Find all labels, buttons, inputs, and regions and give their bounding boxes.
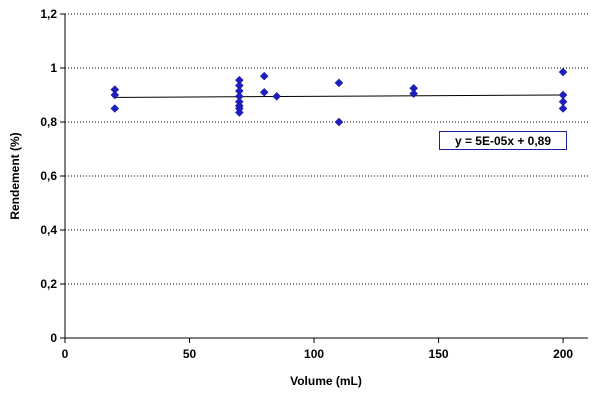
data-point	[110, 104, 120, 113]
data-point	[409, 89, 419, 99]
trendline-equation-box: y = 5E-05x + 0,89	[439, 131, 567, 150]
y-tick-label: 0,2	[40, 277, 57, 291]
x-tick-label: 150	[429, 347, 449, 361]
data-point	[272, 91, 282, 101]
data-point	[334, 78, 344, 88]
y-tick-label: 0,6	[40, 169, 57, 183]
trendline-equation: y = 5E-05x + 0,89	[454, 133, 552, 148]
data-point	[334, 117, 344, 127]
x-axis-title: Volume (mL)	[290, 374, 362, 388]
ticks: 0 0,2 0,4 0,6 0,8 1 1,2 0 50 100 150 200	[40, 7, 573, 361]
y-tick-label: 0,4	[40, 223, 57, 237]
data-point	[234, 108, 244, 117]
x-tick-label: 0	[62, 347, 69, 361]
x-tick-label: 100	[304, 347, 324, 361]
data-point	[110, 90, 120, 100]
x-tick-label: 200	[553, 347, 573, 361]
data-point	[259, 87, 269, 97]
trendline-group	[114, 94, 564, 98]
y-tick-label: 1,2	[40, 7, 57, 21]
x-tick-label: 50	[183, 347, 197, 361]
data-points	[110, 67, 568, 127]
data-point	[259, 71, 269, 81]
grid-lines	[65, 13, 588, 285]
y-axis-title: Rendement (%)	[8, 132, 22, 219]
trendline	[114, 94, 564, 98]
data-point	[558, 104, 568, 113]
y-tick-label: 1	[50, 61, 57, 75]
data-point	[558, 67, 568, 77]
y-tick-label: 0,8	[40, 115, 57, 129]
y-tick-label: 0	[50, 331, 57, 345]
